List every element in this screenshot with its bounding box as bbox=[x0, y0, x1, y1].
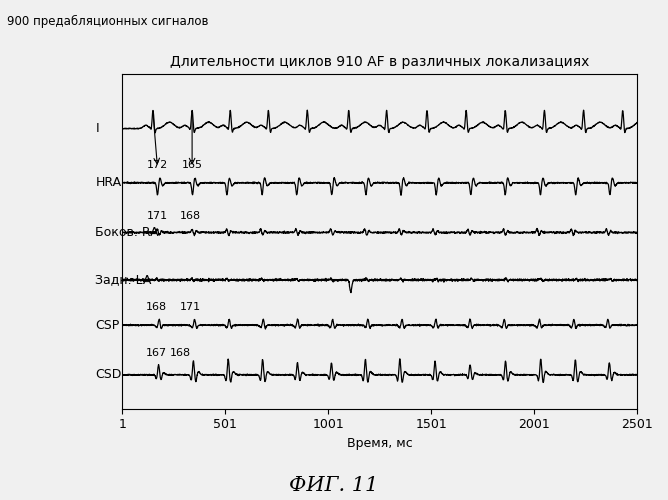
Text: 172: 172 bbox=[147, 160, 168, 170]
Text: 171: 171 bbox=[180, 302, 200, 312]
Text: ФИГ. 11: ФИГ. 11 bbox=[289, 476, 379, 495]
Text: CSD: CSD bbox=[96, 368, 122, 382]
Text: 168: 168 bbox=[146, 302, 167, 312]
Text: Задн. LA: Задн. LA bbox=[96, 274, 152, 286]
Text: 171: 171 bbox=[147, 211, 168, 221]
Text: 165: 165 bbox=[182, 160, 202, 170]
Text: 168: 168 bbox=[170, 348, 191, 358]
X-axis label: Время, мс: Время, мс bbox=[347, 437, 413, 450]
Title: Длительности циклов 910 AF в различных локализациях: Длительности циклов 910 AF в различных л… bbox=[170, 55, 589, 69]
Text: I: I bbox=[96, 122, 99, 135]
Text: 168: 168 bbox=[180, 211, 200, 221]
Text: 900 предабляционных сигналов: 900 предабляционных сигналов bbox=[7, 15, 208, 28]
Text: HRA: HRA bbox=[96, 176, 122, 190]
Text: 167: 167 bbox=[146, 348, 167, 358]
Text: CSP: CSP bbox=[96, 318, 120, 332]
Text: Боков. RA: Боков. RA bbox=[96, 226, 159, 239]
